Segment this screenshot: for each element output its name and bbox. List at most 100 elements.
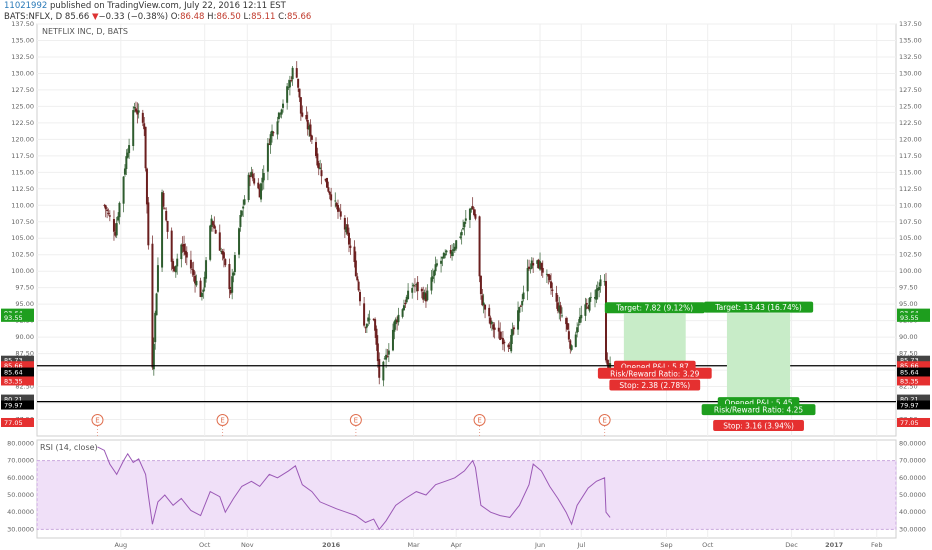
candle-body: [195, 280, 198, 286]
right-price-tag-text: 77.05: [900, 419, 919, 427]
y-tick-right: 132.50: [899, 53, 922, 61]
rsi-tick-left: 50.0000: [7, 491, 34, 499]
candle-body: [497, 327, 500, 332]
y-tick-left: 137.50: [11, 20, 34, 28]
left-price-tag-text: 79.97: [4, 402, 23, 410]
candle-body: [189, 259, 192, 269]
candle-body: [328, 191, 331, 195]
x-tick-label: Jul: [576, 541, 585, 549]
candle-body: [556, 302, 559, 311]
candle-body: [499, 331, 502, 340]
candle-body: [137, 110, 140, 113]
candle-body: [426, 290, 429, 301]
candle-body: [474, 214, 477, 219]
candle-body: [478, 216, 481, 277]
candle-body: [541, 267, 544, 273]
candle-body: [319, 167, 322, 170]
candle-body: [107, 213, 110, 214]
right-price-tag-text: 85.66: [900, 362, 919, 370]
symbol-line: BATS:NFLX, D 85.66 ▼−0.33 (−0.38%) O:86.…: [4, 12, 311, 23]
earnings-marker: [473, 414, 486, 426]
candle-body: [368, 318, 371, 320]
candle-body: [517, 310, 520, 330]
right-price-tag-bg: [897, 376, 930, 386]
candle-body: [375, 328, 378, 345]
rsi-tick-left: 40.0000: [7, 508, 34, 516]
candle-body: [166, 220, 169, 232]
rsi-line: [97, 446, 611, 531]
y-tick-left: 120.00: [11, 135, 34, 143]
chart-header: 11021992 published on TradingView.com, J…: [4, 1, 311, 23]
left-price-tag-text: 93.55: [4, 314, 23, 322]
candle-body: [422, 292, 425, 300]
x-tick-label: Aug: [114, 541, 127, 549]
candle-body: [574, 334, 577, 347]
candle-body: [170, 230, 173, 262]
left-price-tag: 93.55: [1, 312, 34, 322]
candle-body: [566, 323, 569, 330]
rsi-tick-right: 70.0000: [899, 457, 926, 465]
x-tick-label: Apr: [451, 541, 463, 549]
candle-body: [551, 289, 554, 291]
x-tick-label: Sep: [660, 541, 672, 549]
candle-body: [423, 292, 426, 300]
candle-body: [347, 232, 350, 245]
candle-body: [507, 344, 510, 348]
left-price-tag-bg: [1, 400, 34, 410]
candle-body: [394, 319, 397, 325]
candle-body: [374, 319, 377, 331]
rsi-tick-left: 60.0000: [7, 474, 34, 482]
candle-body: [484, 304, 487, 310]
candle-body: [378, 359, 381, 378]
candle-body: [449, 250, 452, 254]
candle-body: [134, 108, 137, 112]
candle-body: [214, 229, 217, 234]
candle-body: [345, 226, 348, 233]
candle-body: [405, 296, 408, 303]
candle-body: [194, 275, 197, 284]
candle-body: [510, 334, 513, 352]
risk-reward-label: Risk/Reward Ratio: 3.29: [597, 367, 712, 379]
candle-body: [481, 295, 484, 306]
left-price-tag-bg: [1, 376, 34, 386]
candle-body: [603, 281, 606, 283]
candle-body: [205, 260, 208, 279]
y-tick-right: 100.00: [899, 267, 922, 275]
candle-body: [526, 267, 529, 292]
candle-body: [141, 112, 144, 123]
x-tick-label: Feb: [871, 541, 883, 549]
candle-body: [463, 221, 466, 228]
y-tick-right: 115.00: [899, 168, 922, 176]
rsi-tick-right: 60.0000: [899, 474, 926, 482]
x-tick-label: Oct: [199, 541, 211, 549]
target-label: Target: 13.43 (16.74%): [703, 301, 814, 313]
candle-body: [145, 168, 148, 205]
candle-body: [176, 258, 179, 267]
candle-body: [185, 252, 188, 258]
candle-body: [232, 272, 235, 276]
candle-body: [363, 303, 366, 326]
candle-body: [522, 292, 525, 300]
candle-body: [258, 188, 261, 198]
candle-body: [200, 292, 203, 297]
close-value: 85.66: [286, 12, 312, 22]
left-price-tag-bg: [1, 394, 34, 404]
candle-body: [401, 309, 404, 317]
stop-label: Stop: 2.38 (2.78%): [609, 379, 701, 391]
author-link[interactable]: 11021992: [4, 1, 48, 11]
candle-body: [218, 232, 221, 251]
y-tick-left: 132.50: [11, 53, 34, 61]
candle-body: [183, 243, 186, 252]
left-price-tag-text: 80.21: [4, 396, 23, 404]
candle-body: [376, 343, 379, 362]
candle-body: [310, 135, 313, 140]
candle-body: [231, 276, 234, 293]
candle-body: [309, 124, 312, 137]
candle-body: [154, 312, 157, 343]
candle-body: [181, 244, 184, 247]
candle-body: [136, 110, 139, 115]
y-tick-right: 117.50: [899, 152, 922, 160]
candle-body: [233, 255, 236, 273]
candle-body: [521, 301, 524, 306]
